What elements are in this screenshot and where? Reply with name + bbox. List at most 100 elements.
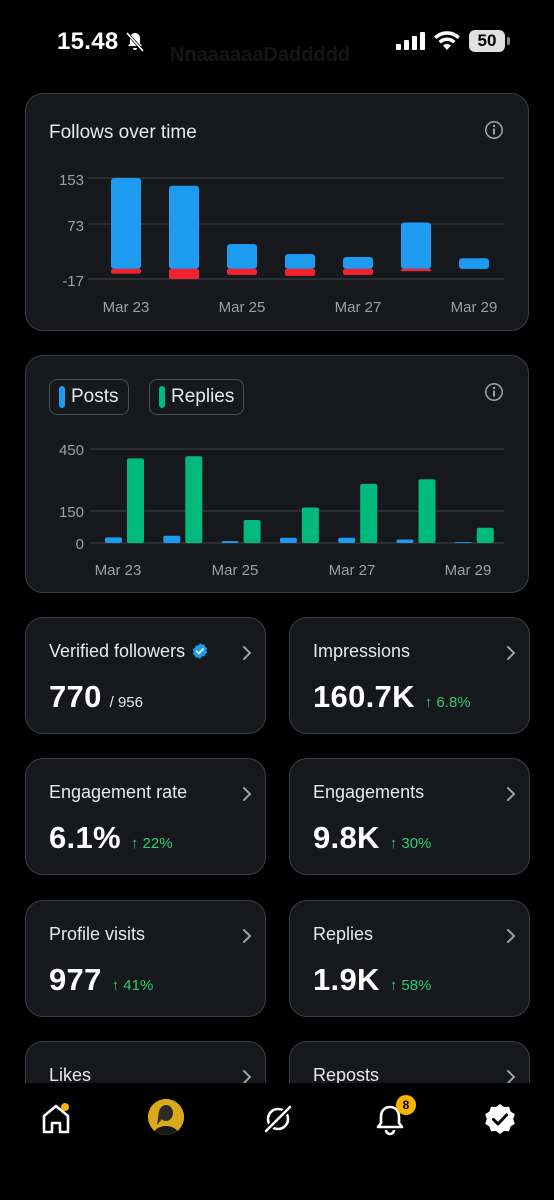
posts-replies-bar-chart: 450 150 0 Mar 23 Mar 25 Mar 27 Mar 29 [59,442,504,579]
x-tick-label: Mar 27 [335,299,382,316]
verified-followers-label: Verified followers [49,641,186,661]
follows-chart-title: Follows over time [49,122,197,143]
impressions-label: Impressions [313,641,411,661]
likes-label: Likes [49,1065,92,1085]
chevron-right-icon [507,1070,516,1084]
posts-replies-chart-card: Posts Replies 450 150 0 Mar 23 Mar 25 Ma… [25,355,529,593]
profile-visits-card[interactable]: Profile visits 977 ↑ 41% [25,900,266,1017]
follows-lost-bar [227,268,257,275]
engagement-rate-card[interactable]: Engagement rate 6.1% ↑ 22% [25,758,266,875]
wifi-icon [434,31,460,50]
verified-premium-icon[interactable] [480,1099,520,1139]
notifications-bell-icon[interactable] [370,1099,410,1139]
posts-bar [338,537,356,543]
battery-indicator: 50 [469,30,505,52]
replies-bar [301,507,319,543]
info-icon[interactable] [484,382,504,402]
battery-tip [507,37,510,45]
profile-visits-delta: ↑ 41% [111,977,154,994]
cellular-signal-icon [396,32,425,50]
chevron-right-icon [507,929,516,943]
x-tick-label: Mar 23 [103,299,150,316]
metric-value: 977 ↑ 41% [49,962,153,998]
notifications-count-badge: 8 [396,1095,416,1115]
posts-bar [396,539,414,543]
engagement-rate-label: Engagement rate [49,782,188,802]
bottom-nav: 8 [0,1083,554,1200]
follows-gained-bar [401,222,431,269]
legend-replies-label: Replies [171,386,235,407]
chevron-right-icon [243,787,252,801]
metric-label: Verified followers [49,641,209,662]
info-icon[interactable] [484,120,504,140]
replies-bar [243,520,261,543]
follows-gained-bar [169,185,199,269]
follows-lost-bar [343,268,373,275]
replies-swatch [159,386,165,408]
posts-bar [279,537,297,543]
impressions-value: 160.7K [313,679,415,714]
replies-delta: ↑ 58% [389,977,432,994]
nav-background [0,1083,554,1200]
engagements-value: 9.8K [313,820,380,855]
metric-value: 160.7K ↑ 6.8% [313,679,471,715]
x-tick-label: Mar 25 [212,562,259,579]
impressions-card[interactable]: Impressions 160.7K ↑ 6.8% [289,617,530,734]
metric-value: 9.8K ↑ 30% [313,820,431,856]
impressions-delta: ↑ 6.8% [424,694,471,711]
posts-bar [221,541,239,543]
engagements-card[interactable]: Engagements 9.8K ↑ 30% [289,758,530,875]
y-tick-label: 73 [67,218,84,235]
header-ghost-title: NnaaaaaaDaddddd [170,44,351,66]
replies-bar [476,527,494,543]
follows-lost-bar [169,268,199,279]
y-tick-label: -17 [62,273,84,290]
follows-gained-bar [285,254,315,269]
follows-gained-bar [111,178,141,269]
replies-card[interactable]: Replies 1.9K ↑ 58% [289,900,530,1017]
metric-value: 770 / 956 [49,679,143,715]
legend-posts[interactable]: Posts [49,379,129,415]
profile-visits-label: Profile visits [49,924,146,944]
follows-lost-bar [285,268,315,277]
replies-bar [127,458,144,543]
replies-bar [360,483,378,543]
y-tick-label: 150 [59,504,84,521]
follows-gained-bar [227,243,257,269]
engagements-delta: ↑ 30% [389,835,432,852]
follows-gained-bar [343,257,373,269]
y-tick-label: 450 [59,442,84,459]
chevron-right-icon [243,646,252,660]
x-tick-label: Mar 27 [329,562,376,579]
replies-bar [418,479,436,543]
chevron-right-icon [507,787,516,801]
replies-bar [185,456,203,543]
follows-lost-bar [401,268,431,272]
metric-value: 6.1% ↑ 22% [49,820,173,856]
avatar-image [148,1099,184,1135]
status-time: 15.48 [57,28,119,55]
legend-posts-label: Posts [71,386,119,407]
grok-icon[interactable] [258,1099,298,1139]
x-tick-label: Mar 25 [219,299,266,316]
profile-visits-value: 977 [49,962,102,997]
y-tick-label: 153 [59,172,84,189]
posts-bar [163,535,181,543]
posts-swatch [59,386,65,408]
follows-lost-bar [111,268,141,274]
engagement-rate-delta: ↑ 22% [130,835,173,852]
follows-bar-chart: 153 73 -17 Mar 23 Mar 25 Mar 27 Mar 29 [59,172,504,316]
verified-followers-card[interactable]: Verified followers 770 / 956 [25,617,266,734]
engagements-label: Engagements [313,782,425,802]
metric-value: 1.9K ↑ 58% [313,962,431,998]
home-icon[interactable] [36,1099,76,1139]
chevron-right-icon [243,1070,252,1084]
verified-followers-value: 770 [49,679,102,714]
engagement-rate-value: 6.1% [49,820,121,855]
chevron-right-icon [243,929,252,943]
x-tick-label: Mar 29 [451,299,498,316]
silent-mode-icon [125,32,145,52]
reposts-label: Reposts [313,1065,380,1085]
legend-replies[interactable]: Replies [149,379,245,415]
avatar[interactable] [148,1099,184,1135]
